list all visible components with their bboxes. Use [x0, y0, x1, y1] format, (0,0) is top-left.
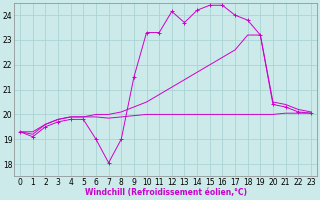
X-axis label: Windchill (Refroidissement éolien,°C): Windchill (Refroidissement éolien,°C): [84, 188, 246, 197]
